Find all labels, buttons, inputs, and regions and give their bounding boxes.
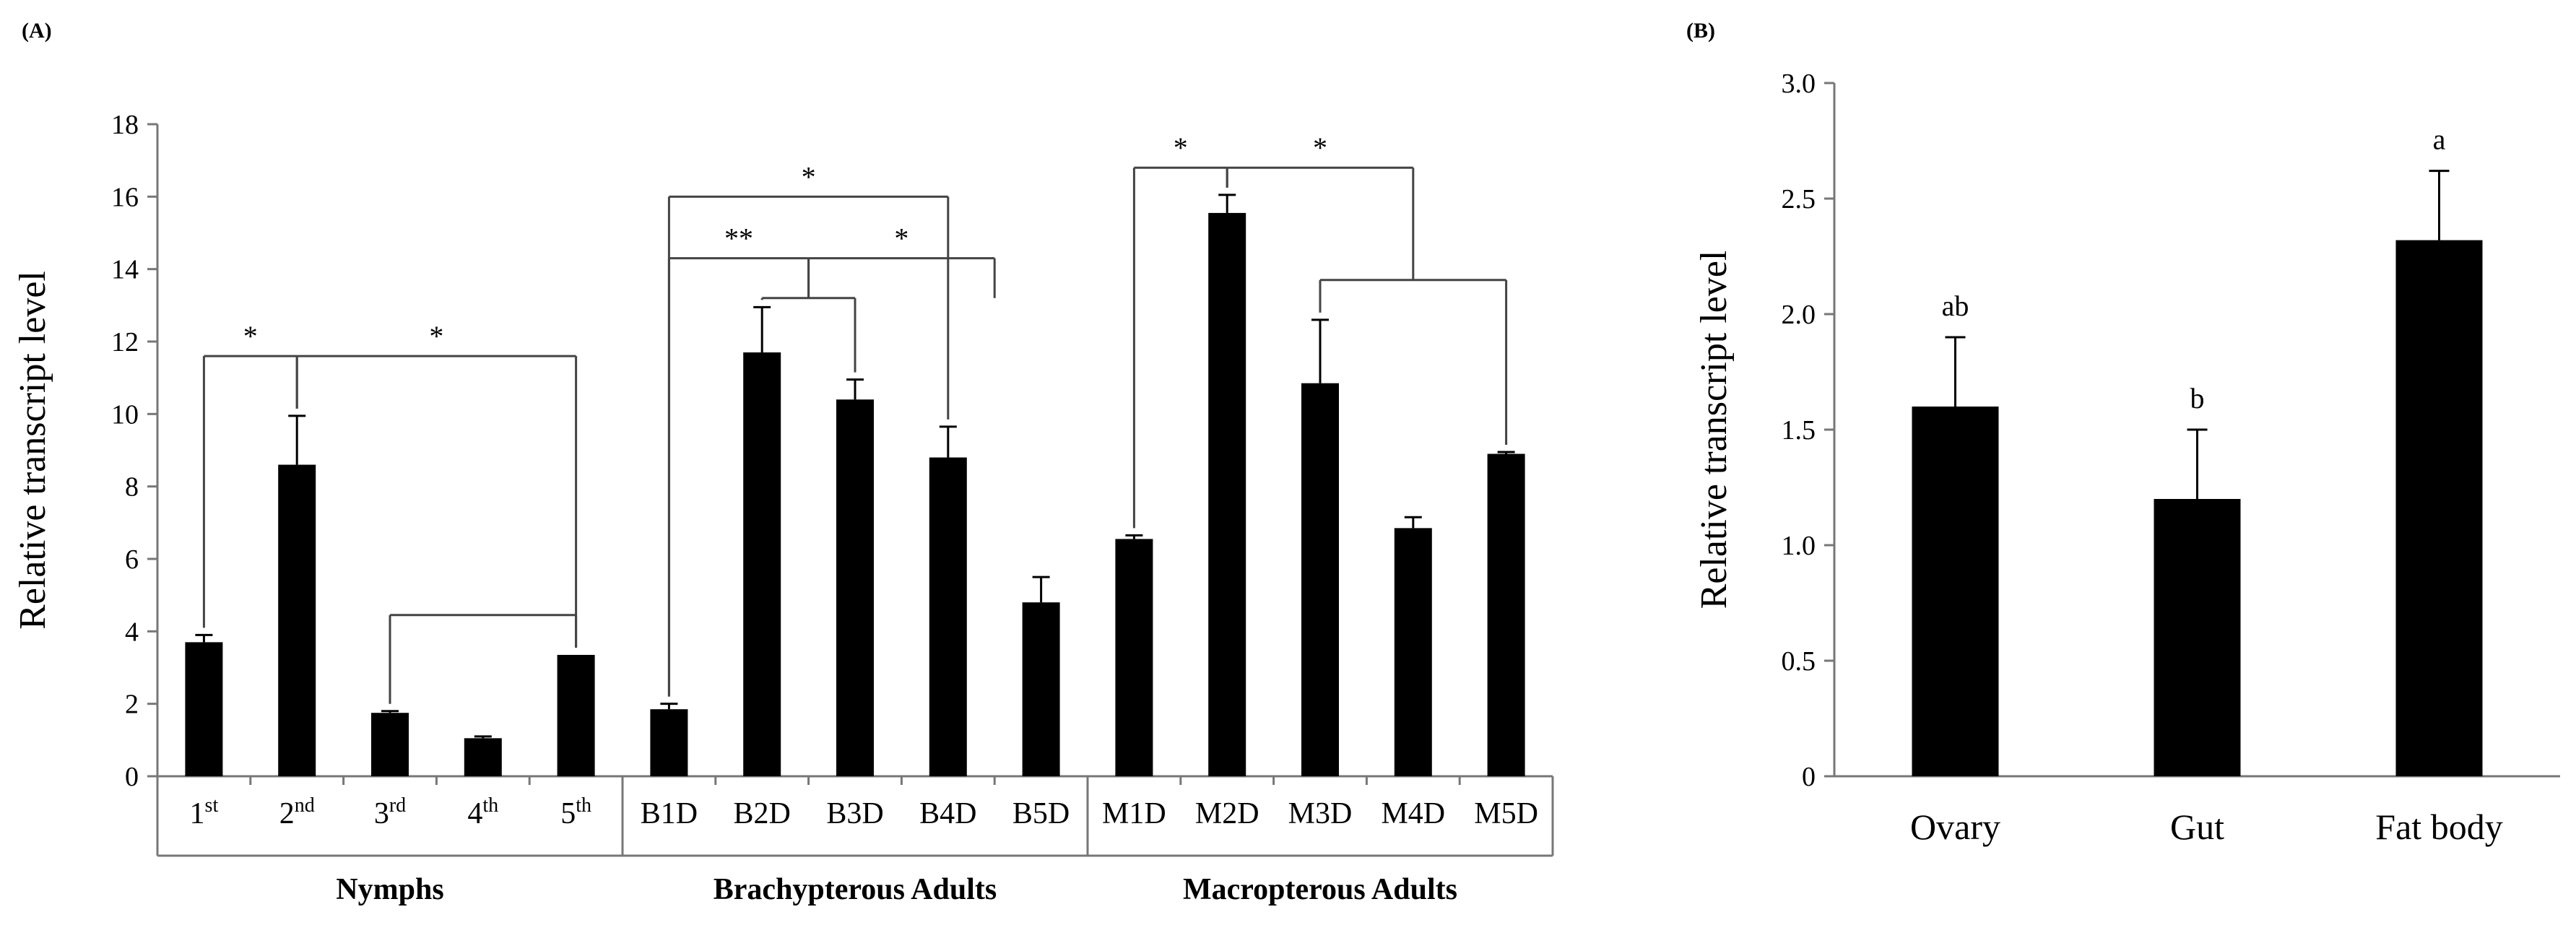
x-category-label: Fat body: [2375, 807, 2502, 847]
group-label: Nymphs: [336, 873, 443, 906]
x-category-sup: th: [482, 794, 498, 817]
x-category-base: B2D: [734, 797, 791, 830]
panel-label-a: (A): [22, 19, 52, 43]
bar: [557, 654, 595, 776]
y-tick-label: 10: [111, 399, 139, 430]
panel-label-b: (B): [1686, 19, 1715, 43]
bar: [743, 352, 781, 776]
x-category-label: Gut: [2170, 807, 2224, 847]
y-tick-label: 6: [125, 544, 139, 575]
x-category-label: 1st: [190, 794, 219, 830]
significance-marker: **: [724, 222, 753, 255]
bar: [278, 464, 316, 776]
x-category-sup: rd: [389, 794, 406, 817]
y-tick-label: 2.0: [1782, 300, 1816, 330]
bar: [2154, 499, 2241, 776]
y-tick-label: 0: [125, 762, 139, 792]
x-category-base: 4: [467, 797, 482, 830]
y-tick-label: 2.5: [1782, 184, 1816, 214]
x-category-label: 4th: [467, 794, 498, 830]
y-tick-label: 0.5: [1782, 646, 1816, 677]
x-category-label: 3rd: [374, 794, 406, 830]
x-category-base: M2D: [1195, 797, 1259, 830]
y-tick-label: 8: [125, 472, 139, 503]
x-category-label: B2D: [734, 797, 791, 830]
y-tick-label: 18: [111, 110, 139, 140]
bar: [1394, 528, 1432, 776]
significance-marker: *: [1313, 131, 1327, 164]
y-tick-label: 1.0: [1782, 531, 1816, 561]
x-category-label: M1D: [1102, 797, 1166, 830]
significance-marker: *: [1174, 131, 1188, 164]
significance-letter: ab: [1942, 290, 1969, 322]
bar: [185, 642, 223, 776]
x-category-base: 5: [560, 797, 576, 830]
bar: [1208, 212, 1246, 776]
bar: [1022, 602, 1060, 776]
x-category-base: 1: [190, 797, 205, 830]
x-category-base: B4D: [919, 797, 976, 830]
bar: [2395, 240, 2483, 777]
x-category-label: 5th: [560, 794, 591, 830]
x-category-base: B5D: [1012, 797, 1070, 830]
bar: [1912, 407, 1999, 776]
x-category-label: M2D: [1195, 797, 1259, 830]
y-tick-label: 12: [111, 327, 139, 357]
group-label: Brachypterous Adults: [714, 873, 997, 906]
y-tick-label: 1.5: [1782, 415, 1816, 446]
x-category-base: B1D: [641, 797, 698, 830]
bar: [836, 399, 874, 776]
x-category-base: M1D: [1102, 797, 1166, 830]
significance-marker: *: [243, 320, 258, 352]
bar: [929, 457, 967, 776]
significance-marker: *: [802, 160, 816, 193]
x-category-sup: nd: [295, 794, 315, 817]
bar: [650, 709, 688, 776]
group-label: Macropterous Adults: [1183, 873, 1457, 906]
x-category-label: B4D: [919, 797, 976, 830]
x-category-base: 3: [374, 797, 389, 830]
x-category-label: B1D: [641, 797, 698, 830]
x-category-base: M5D: [1474, 797, 1538, 830]
bar: [1487, 453, 1525, 776]
y-tick-label: 16: [111, 182, 139, 212]
x-category-label: B3D: [826, 797, 883, 830]
bar: [464, 738, 502, 776]
x-category-base: M4D: [1381, 797, 1445, 830]
y-tick-label: 0: [1802, 762, 1816, 792]
x-category-base: B3D: [826, 797, 883, 830]
x-category-sup: st: [205, 794, 219, 817]
x-category-base: 2: [279, 797, 295, 830]
bar: [1115, 539, 1153, 776]
x-category-base: M3D: [1288, 797, 1353, 830]
x-category-label: M4D: [1381, 797, 1445, 830]
bar: [1301, 383, 1339, 776]
significance-letter: a: [2433, 123, 2446, 156]
y-tick-label: 4: [125, 617, 139, 647]
x-category-label: B5D: [1012, 797, 1070, 830]
x-category-label: 2nd: [279, 794, 315, 830]
y-tick-label: 2: [125, 690, 139, 720]
significance-marker: *: [894, 222, 908, 255]
x-category-label: M3D: [1288, 797, 1353, 830]
chart-b: 0 0.5 1.0 1.5 2.0 2.5 3.0 ab Ovary b Gut a Fat body R…: [1694, 69, 2560, 847]
y-tick-label: 3.0: [1782, 69, 1816, 99]
significance-letter: b: [2190, 382, 2205, 414]
y-tick-label: 14: [111, 255, 139, 285]
x-category-sup: th: [576, 794, 591, 817]
y-axis-label: Relative transcript level: [12, 271, 53, 630]
bar: [371, 713, 409, 776]
significance-marker: *: [429, 320, 443, 352]
x-category-label: Ovary: [1910, 807, 2000, 847]
y-axis-label: Relative transcript level: [1694, 251, 1735, 609]
x-category-label: M5D: [1474, 797, 1538, 830]
